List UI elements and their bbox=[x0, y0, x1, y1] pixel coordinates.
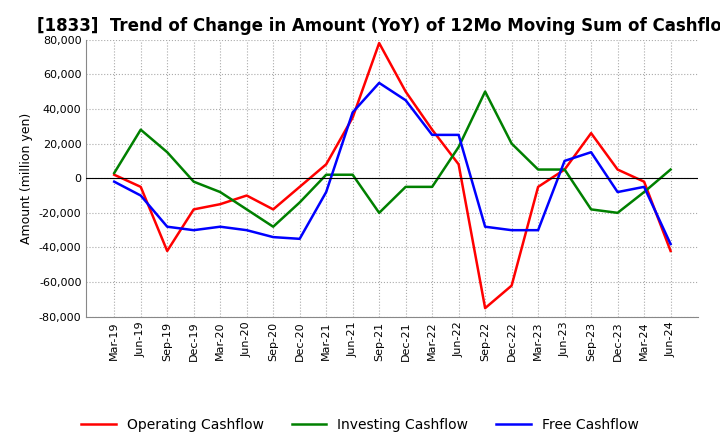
Investing Cashflow bbox=[322, 172, 330, 177]
Investing Cashflow bbox=[666, 167, 675, 172]
Investing Cashflow bbox=[508, 141, 516, 146]
Line: Free Cashflow: Free Cashflow bbox=[114, 83, 670, 244]
Operating Cashflow bbox=[508, 283, 516, 288]
Free Cashflow bbox=[401, 98, 410, 103]
Free Cashflow bbox=[640, 184, 649, 190]
Free Cashflow bbox=[481, 224, 490, 229]
Operating Cashflow bbox=[189, 207, 198, 212]
Free Cashflow bbox=[508, 227, 516, 233]
Investing Cashflow bbox=[481, 89, 490, 94]
Free Cashflow bbox=[587, 150, 595, 155]
Operating Cashflow bbox=[613, 167, 622, 172]
Operating Cashflow bbox=[322, 161, 330, 167]
Free Cashflow bbox=[454, 132, 463, 138]
Investing Cashflow bbox=[640, 189, 649, 194]
Free Cashflow bbox=[375, 80, 384, 85]
Free Cashflow bbox=[163, 224, 171, 229]
Operating Cashflow bbox=[136, 184, 145, 190]
Operating Cashflow bbox=[216, 202, 225, 207]
Operating Cashflow bbox=[666, 248, 675, 253]
Investing Cashflow bbox=[110, 170, 119, 176]
Investing Cashflow bbox=[613, 210, 622, 216]
Investing Cashflow bbox=[534, 167, 542, 172]
Operating Cashflow bbox=[481, 305, 490, 311]
Operating Cashflow bbox=[295, 184, 304, 190]
Operating Cashflow bbox=[110, 172, 119, 177]
Free Cashflow bbox=[666, 242, 675, 247]
Operating Cashflow bbox=[640, 179, 649, 184]
Investing Cashflow bbox=[428, 184, 436, 190]
Operating Cashflow bbox=[428, 127, 436, 132]
Operating Cashflow bbox=[163, 248, 171, 253]
Investing Cashflow bbox=[295, 200, 304, 205]
Investing Cashflow bbox=[189, 179, 198, 184]
Free Cashflow bbox=[560, 158, 569, 164]
Operating Cashflow bbox=[243, 193, 251, 198]
Investing Cashflow bbox=[216, 189, 225, 194]
Free Cashflow bbox=[613, 189, 622, 194]
Operating Cashflow bbox=[375, 40, 384, 46]
Title: [1833]  Trend of Change in Amount (YoY) of 12Mo Moving Sum of Cashflows: [1833] Trend of Change in Amount (YoY) o… bbox=[37, 17, 720, 35]
Investing Cashflow bbox=[401, 184, 410, 190]
Free Cashflow bbox=[322, 189, 330, 194]
Investing Cashflow bbox=[243, 207, 251, 212]
Free Cashflow bbox=[269, 235, 277, 240]
Line: Operating Cashflow: Operating Cashflow bbox=[114, 43, 670, 308]
Free Cashflow bbox=[110, 179, 119, 184]
Investing Cashflow bbox=[454, 144, 463, 150]
Operating Cashflow bbox=[348, 115, 357, 120]
Operating Cashflow bbox=[454, 161, 463, 167]
Investing Cashflow bbox=[560, 167, 569, 172]
Free Cashflow bbox=[348, 110, 357, 115]
Free Cashflow bbox=[428, 132, 436, 138]
Investing Cashflow bbox=[136, 127, 145, 132]
Operating Cashflow bbox=[534, 184, 542, 190]
Operating Cashflow bbox=[560, 167, 569, 172]
Operating Cashflow bbox=[587, 131, 595, 136]
Investing Cashflow bbox=[348, 172, 357, 177]
Investing Cashflow bbox=[163, 150, 171, 155]
Investing Cashflow bbox=[587, 207, 595, 212]
Line: Investing Cashflow: Investing Cashflow bbox=[114, 92, 670, 227]
Free Cashflow bbox=[534, 227, 542, 233]
Operating Cashflow bbox=[269, 207, 277, 212]
Investing Cashflow bbox=[375, 210, 384, 216]
Free Cashflow bbox=[189, 227, 198, 233]
Investing Cashflow bbox=[269, 224, 277, 229]
Free Cashflow bbox=[136, 193, 145, 198]
Free Cashflow bbox=[295, 236, 304, 242]
Legend: Operating Cashflow, Investing Cashflow, Free Cashflow: Operating Cashflow, Investing Cashflow, … bbox=[76, 412, 644, 437]
Operating Cashflow bbox=[401, 89, 410, 94]
Y-axis label: Amount (million yen): Amount (million yen) bbox=[20, 113, 33, 244]
Free Cashflow bbox=[243, 227, 251, 233]
Free Cashflow bbox=[216, 224, 225, 229]
